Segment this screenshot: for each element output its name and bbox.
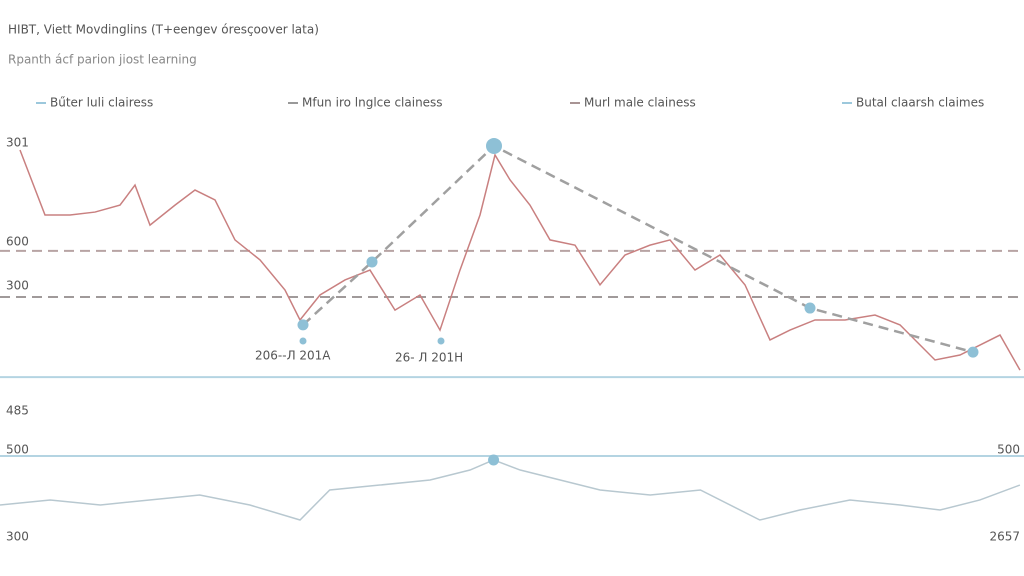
legend-label: Bűter luli clairess: [50, 96, 153, 110]
chart-subtitle: Rpanth ácf parion jiost learning: [8, 53, 197, 67]
chart-title: HIBT, Viett Movdinglins (T+eengev óresço…: [8, 23, 319, 37]
y-tick-label: 500: [6, 442, 29, 456]
y-tick-label: 300: [6, 279, 29, 293]
legend-label: Mfun iro lnglce clainess: [302, 96, 443, 110]
y-tick-label: 600: [6, 234, 29, 248]
y2-tick-label: 500: [997, 442, 1020, 456]
annotation-dot: [299, 337, 307, 345]
point-marker: [486, 137, 502, 154]
point-marker: [488, 454, 500, 466]
point-marker: [804, 302, 816, 314]
series-line: [19, 149, 1021, 371]
y2-tick-label: 2657: [989, 530, 1020, 544]
y-tick-label: 485: [6, 404, 29, 418]
series-line: [302, 144, 974, 354]
point-marker: [366, 256, 378, 268]
annotation: 26- Л 201Н: [395, 351, 463, 365]
y-tick-label: 300: [6, 530, 29, 544]
legend-label: Butal claarsh claimes: [856, 96, 984, 110]
series-line: [0, 459, 1021, 521]
annotation-dot: [437, 337, 445, 345]
annotation: 206--Л 201А: [255, 349, 331, 363]
y-tick-label: 301: [6, 136, 29, 150]
legend-label: Murl male clainess: [584, 96, 696, 110]
point-marker: [967, 346, 979, 358]
point-marker: [297, 319, 309, 331]
